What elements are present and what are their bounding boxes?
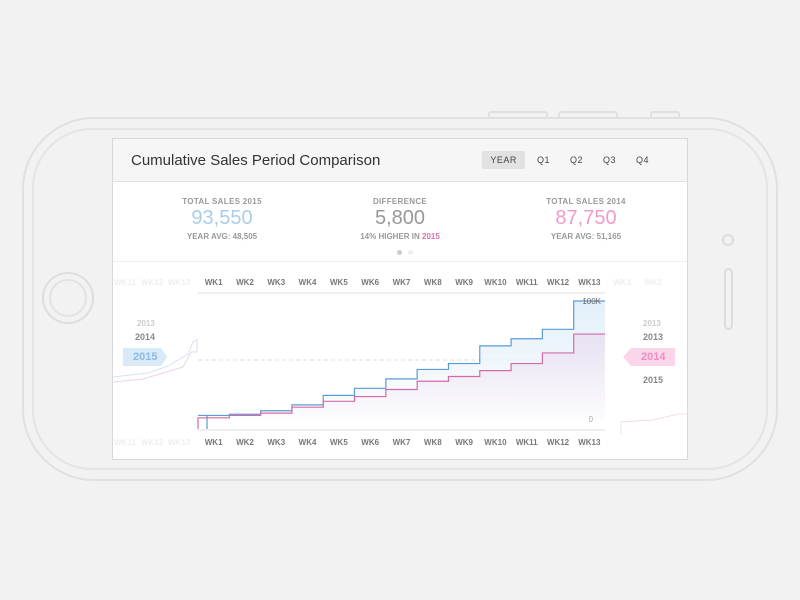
x-tick-bottom-label: WK4 — [299, 438, 317, 447]
x-tick-bottom-label: WK3 — [267, 438, 285, 447]
x-tick-bottom-label: WK9 — [455, 438, 473, 447]
x-tick-top-label: WK9 — [455, 278, 473, 287]
phone-volume-button — [488, 111, 548, 117]
y-tick-label: 0 — [589, 415, 594, 424]
faded-week-label: WK11 — [114, 438, 136, 447]
stat-sub-year: 2015 — [422, 232, 440, 241]
period-selector: YEAR Q1 Q2 Q3 Q4 — [482, 151, 657, 169]
faded-week-label: WK13 — [168, 438, 191, 447]
stat-value: 87,750 — [555, 207, 617, 229]
x-tick-top-label: WK5 — [330, 278, 348, 287]
x-tick-bottom-label: WK13 — [578, 438, 601, 447]
divider — [113, 261, 687, 262]
phone-power-button — [650, 111, 680, 117]
x-tick-bottom-label: WK12 — [547, 438, 570, 447]
faded-week-label: WK13 — [168, 278, 191, 287]
x-tick-top-label: WK1 — [205, 278, 223, 287]
period-q2-button[interactable]: Q2 — [569, 155, 583, 165]
faded-week-label: WK2 — [644, 278, 662, 287]
period-q3-button[interactable]: Q3 — [602, 155, 616, 165]
faded-week-label: WK12 — [141, 278, 164, 287]
x-tick-bottom-label: WK11 — [516, 438, 538, 447]
x-tick-bottom-label: WK5 — [330, 438, 348, 447]
phone-screen-bezel — [32, 128, 768, 470]
x-tick-top-label: WK11 — [516, 278, 538, 287]
stat-total-2015: TOTAL SALES 2015 93,550 YEAR AVG: 48,505 — [142, 197, 302, 241]
period-q4-button[interactable]: Q4 — [635, 155, 649, 165]
phone-outline — [22, 117, 778, 481]
sales-comparison-card: Cumulative Sales Period Comparison YEAR … — [112, 138, 688, 460]
x-tick-bottom-label: WK8 — [424, 438, 442, 447]
x-tick-top-label: WK12 — [547, 278, 570, 287]
x-tick-top-label: WK8 — [424, 278, 442, 287]
pager-dots — [397, 250, 413, 255]
speaker-icon — [724, 268, 733, 330]
right-year-2015[interactable]: 2015 — [643, 375, 664, 385]
stat-value: 5,800 — [374, 207, 426, 229]
phone-volume-button — [558, 111, 618, 117]
pager-dot-active[interactable] — [397, 250, 402, 255]
stat-label: TOTAL SALES 2015 — [182, 197, 262, 206]
camera-icon — [722, 234, 734, 246]
series-line-2015 — [198, 300, 605, 429]
stat-label: TOTAL SALES 2014 — [546, 197, 626, 206]
stat-sub: 14% HIGHER IN — [360, 232, 422, 241]
right-year-faint[interactable]: 2013 — [643, 319, 661, 328]
stat-sub: YEAR AVG: 51,165 — [550, 232, 622, 241]
home-button[interactable] — [42, 272, 94, 324]
series-area-2014 — [198, 334, 605, 429]
stat-sub: YEAR AVG: 48,505 — [186, 232, 258, 241]
previous-period-line — [113, 338, 199, 378]
home-button-inner — [49, 279, 87, 317]
series-line-2014 — [197, 333, 605, 429]
cumulative-sales-chart: WK1 WK1 WK2 WK2 WK3 WK3 WK4 WK4 WK5 WK5 WK6 WK6 WK7 W… — [113, 278, 687, 447]
x-tick-top-label: WK3 — [267, 278, 285, 287]
left-year-faint[interactable]: 2013 — [137, 319, 155, 328]
x-tick-bottom-label: WK7 — [393, 438, 411, 447]
stat-total-2014: TOTAL SALES 2014 87,750 YEAR AVG: 51,165 — [506, 197, 666, 241]
card-header: Cumulative Sales Period Comparison YEAR … — [113, 139, 687, 182]
x-tick-top-label: WK2 — [236, 278, 254, 287]
period-year-button[interactable]: YEAR — [482, 151, 525, 169]
stat-difference: DIFFERENCE 5,800 14% HIGHER IN 2015 — [320, 197, 480, 241]
next-period-line — [620, 413, 687, 434]
card-title: Cumulative Sales Period Comparison — [131, 152, 381, 169]
period-q1-button[interactable]: Q1 — [536, 155, 550, 165]
x-tick-top-label: WK7 — [393, 278, 411, 287]
right-year-2013[interactable]: 2013 — [643, 332, 664, 342]
faded-week-label: WK11 — [114, 278, 136, 287]
pager-dot[interactable] — [408, 250, 413, 255]
x-tick-bottom-label: WK6 — [361, 438, 379, 447]
x-tick-top-label: WK4 — [299, 278, 317, 287]
x-tick-top-label: WK10 — [484, 278, 507, 287]
faded-week-label: WK1 — [613, 278, 631, 287]
x-tick-top-label: WK13 — [578, 278, 601, 287]
stat-label: DIFFERENCE — [372, 197, 428, 206]
x-tick-bottom-label: WK1 — [205, 438, 223, 447]
faded-week-label: WK12 — [141, 438, 164, 447]
left-year-selected-tag[interactable]: 2015 — [123, 348, 168, 366]
left-year-2014[interactable]: 2014 — [135, 332, 156, 342]
x-tick-bottom-label: WK2 — [236, 438, 254, 447]
right-year-selected-tag[interactable]: 2014 — [623, 348, 676, 366]
x-tick-bottom-label: WK10 — [484, 438, 507, 447]
y-tick-label: 100K — [582, 297, 601, 306]
x-tick-top-label: WK6 — [361, 278, 379, 287]
stat-value: 93,550 — [191, 207, 253, 229]
previous-period-line — [113, 339, 198, 383]
